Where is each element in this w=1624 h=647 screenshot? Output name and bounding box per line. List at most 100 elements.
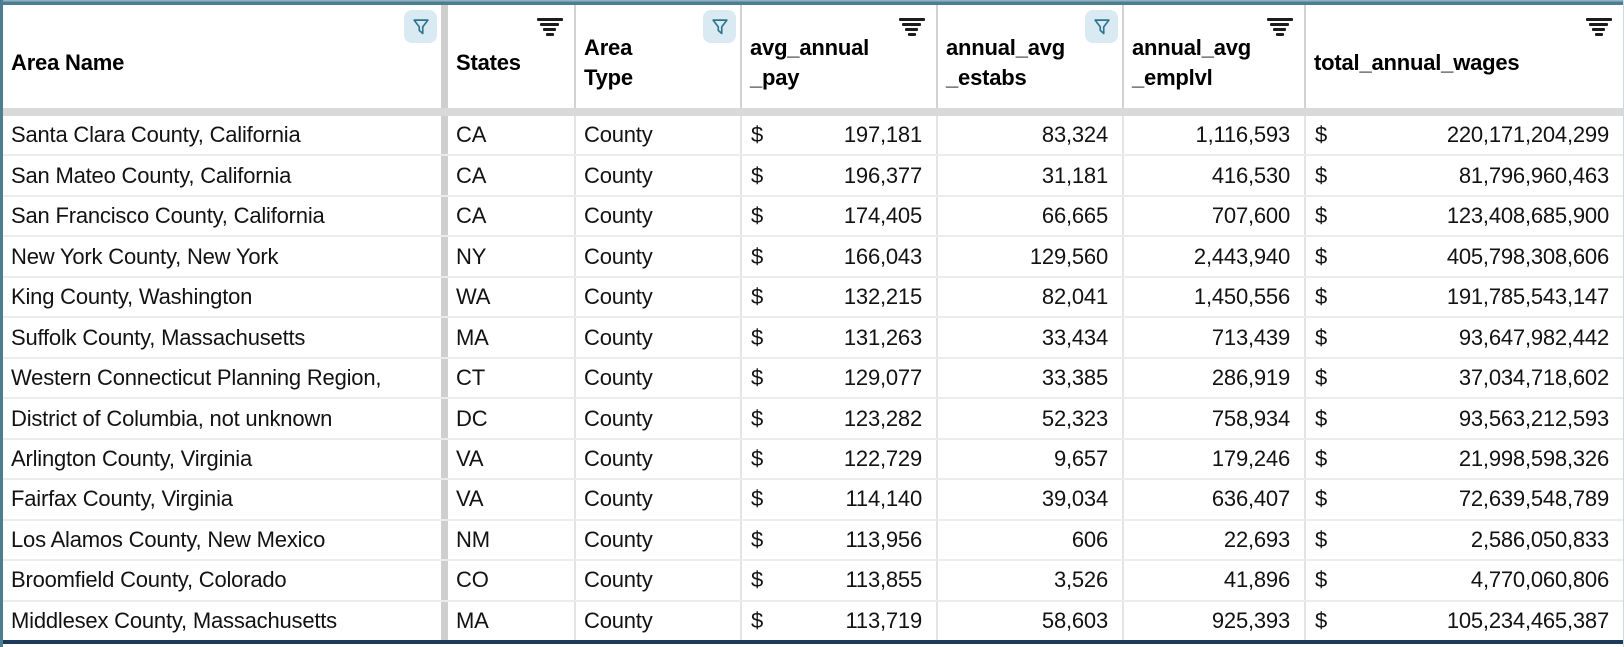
cell-annual-avg-emplvl[interactable]: 286,919 [1124,358,1306,398]
cell-annual-avg-emplvl[interactable]: 22,693 [1124,520,1306,560]
cell-area-name[interactable]: New York County, New York [3,237,448,276]
cell-total-annual-wages[interactable]: $ 105,234,465,387 [1306,602,1623,640]
cell-annual-avg-emplvl[interactable]: 179,246 [1124,439,1306,479]
cell-area-type[interactable]: County [576,561,742,600]
cell-state[interactable]: CA [448,196,576,236]
cell-avg-annual-pay[interactable]: $ 113,956 [742,520,938,560]
filter-lines-icon[interactable] [1266,18,1293,36]
cell-state[interactable]: CO [448,561,576,600]
cell-area-name[interactable]: Suffolk County, Massachusetts [3,318,448,357]
cell-annual-avg-emplvl[interactable]: 713,439 [1124,318,1306,357]
cell-total-annual-wages[interactable]: $ 81,796,960,463 [1306,156,1623,194]
cell-annual-avg-estabs[interactable]: 82,041 [938,277,1124,317]
header-cell-state[interactable]: States [448,5,576,108]
cell-area-name[interactable]: Santa Clara County, California [3,116,448,155]
cell-annual-avg-emplvl[interactable]: 41,896 [1124,561,1306,600]
cell-area-type[interactable]: County [576,601,742,641]
header-cell-total_annual_wages[interactable]: total_annual_wages [1306,5,1623,108]
cell-annual-avg-estabs[interactable]: 33,385 [938,358,1124,398]
cell-total-annual-wages[interactable]: $ 4,770,060,806 [1306,561,1623,599]
cell-annual-avg-estabs[interactable]: 3,526 [938,561,1124,600]
cell-area-type[interactable]: County [576,358,742,398]
cell-avg-annual-pay[interactable]: $ 197,181 [742,116,938,155]
cell-state[interactable]: VA [448,439,576,479]
cell-avg-annual-pay[interactable]: $ 122,729 [742,439,938,479]
cell-annual-avg-estabs[interactable]: 31,181 [938,156,1124,195]
cell-annual-avg-emplvl[interactable]: 2,443,940 [1124,237,1306,276]
cell-total-annual-wages[interactable]: $ 220,171,204,299 [1306,116,1623,154]
cell-area-type[interactable]: County [576,520,742,560]
cell-annual-avg-emplvl[interactable]: 636,407 [1124,480,1306,519]
cell-total-annual-wages[interactable]: $ 93,647,982,442 [1306,318,1623,356]
filter-lines-icon[interactable] [898,18,925,36]
cell-annual-avg-estabs[interactable]: 83,324 [938,116,1124,155]
cell-annual-avg-estabs[interactable]: 129,560 [938,237,1124,276]
cell-annual-avg-estabs[interactable]: 39,034 [938,480,1124,519]
filter-lines-icon[interactable] [536,18,563,36]
cell-annual-avg-estabs[interactable]: 52,323 [938,399,1124,438]
filter-funnel-icon[interactable] [404,10,437,43]
header-cell-area_name[interactable]: Area Name [3,5,448,108]
cell-total-annual-wages[interactable]: $ 405,798,308,606 [1306,237,1623,275]
cell-avg-annual-pay[interactable]: $ 196,377 [742,156,938,195]
cell-total-annual-wages[interactable]: $ 37,034,718,602 [1306,359,1623,397]
cell-annual-avg-estabs[interactable]: 606 [938,520,1124,560]
cell-avg-annual-pay[interactable]: $ 123,282 [742,399,938,438]
cell-area-type[interactable]: County [576,277,742,317]
cell-area-name[interactable]: Broomfield County, Colorado [3,561,448,600]
cell-avg-annual-pay[interactable]: $ 174,405 [742,196,938,236]
cell-annual-avg-estabs[interactable]: 58,603 [938,601,1124,641]
cell-area-type[interactable]: County [576,156,742,195]
cell-avg-annual-pay[interactable]: $ 113,719 [742,601,938,641]
cell-annual-avg-emplvl[interactable]: 416,530 [1124,156,1306,195]
cell-avg-annual-pay[interactable]: $ 131,263 [742,318,938,357]
header-cell-annual_avg_emplvl[interactable]: annual_avg _emplvl [1124,5,1306,108]
cell-state[interactable]: CA [448,156,576,195]
cell-annual-avg-estabs[interactable]: 33,434 [938,318,1124,357]
cell-area-type[interactable]: County [576,480,742,519]
cell-area-name[interactable]: Western Connecticut Planning Region, [3,358,448,398]
cell-total-annual-wages[interactable]: $ 191,785,543,147 [1306,278,1623,316]
cell-total-annual-wages[interactable]: $ 93,563,212,593 [1306,399,1623,437]
cell-state[interactable]: NM [448,520,576,560]
header-cell-area_type[interactable]: Area Type [576,5,742,108]
cell-area-name[interactable]: Middlesex County, Massachusetts [3,601,448,641]
filter-funnel-icon[interactable] [703,10,736,43]
cell-annual-avg-estabs[interactable]: 9,657 [938,439,1124,479]
cell-state[interactable]: WA [448,277,576,317]
cell-area-type[interactable]: County [576,399,742,438]
cell-area-name[interactable]: San Francisco County, California [3,196,448,236]
cell-area-name[interactable]: King County, Washington [3,277,448,317]
cell-area-type[interactable]: County [576,237,742,276]
cell-total-annual-wages[interactable]: $ 72,639,548,789 [1306,480,1623,518]
cell-annual-avg-emplvl[interactable]: 1,116,593 [1124,116,1306,155]
cell-state[interactable]: VA [448,480,576,519]
cell-state[interactable]: NY [448,237,576,276]
cell-area-type[interactable]: County [576,196,742,236]
cell-avg-annual-pay[interactable]: $ 129,077 [742,358,938,398]
cell-state[interactable]: CA [448,116,576,155]
cell-area-name[interactable]: District of Columbia, not unknown [3,399,448,438]
cell-state[interactable]: MA [448,601,576,641]
cell-annual-avg-emplvl[interactable]: 1,450,556 [1124,277,1306,317]
cell-area-name[interactable]: San Mateo County, California [3,156,448,195]
cell-avg-annual-pay[interactable]: $ 113,855 [742,561,938,600]
header-cell-annual_avg_estabs[interactable]: annual_avg _estabs [938,5,1124,108]
cell-area-type[interactable]: County [576,116,742,155]
cell-avg-annual-pay[interactable]: $ 166,043 [742,237,938,276]
filter-funnel-icon[interactable] [1085,10,1118,43]
cell-avg-annual-pay[interactable]: $ 132,215 [742,277,938,317]
cell-total-annual-wages[interactable]: $ 21,998,598,326 [1306,440,1623,478]
cell-total-annual-wages[interactable]: $ 2,586,050,833 [1306,521,1623,559]
cell-annual-avg-emplvl[interactable]: 707,600 [1124,196,1306,236]
cell-state[interactable]: MA [448,318,576,357]
cell-state[interactable]: DC [448,399,576,438]
cell-area-type[interactable]: County [576,318,742,357]
cell-avg-annual-pay[interactable]: $ 114,140 [742,480,938,519]
cell-annual-avg-emplvl[interactable]: 758,934 [1124,399,1306,438]
cell-annual-avg-emplvl[interactable]: 925,393 [1124,601,1306,641]
filter-lines-icon[interactable] [1585,18,1612,36]
cell-state[interactable]: CT [448,358,576,398]
cell-area-type[interactable]: County [576,439,742,479]
cell-area-name[interactable]: Los Alamos County, New Mexico [3,520,448,560]
